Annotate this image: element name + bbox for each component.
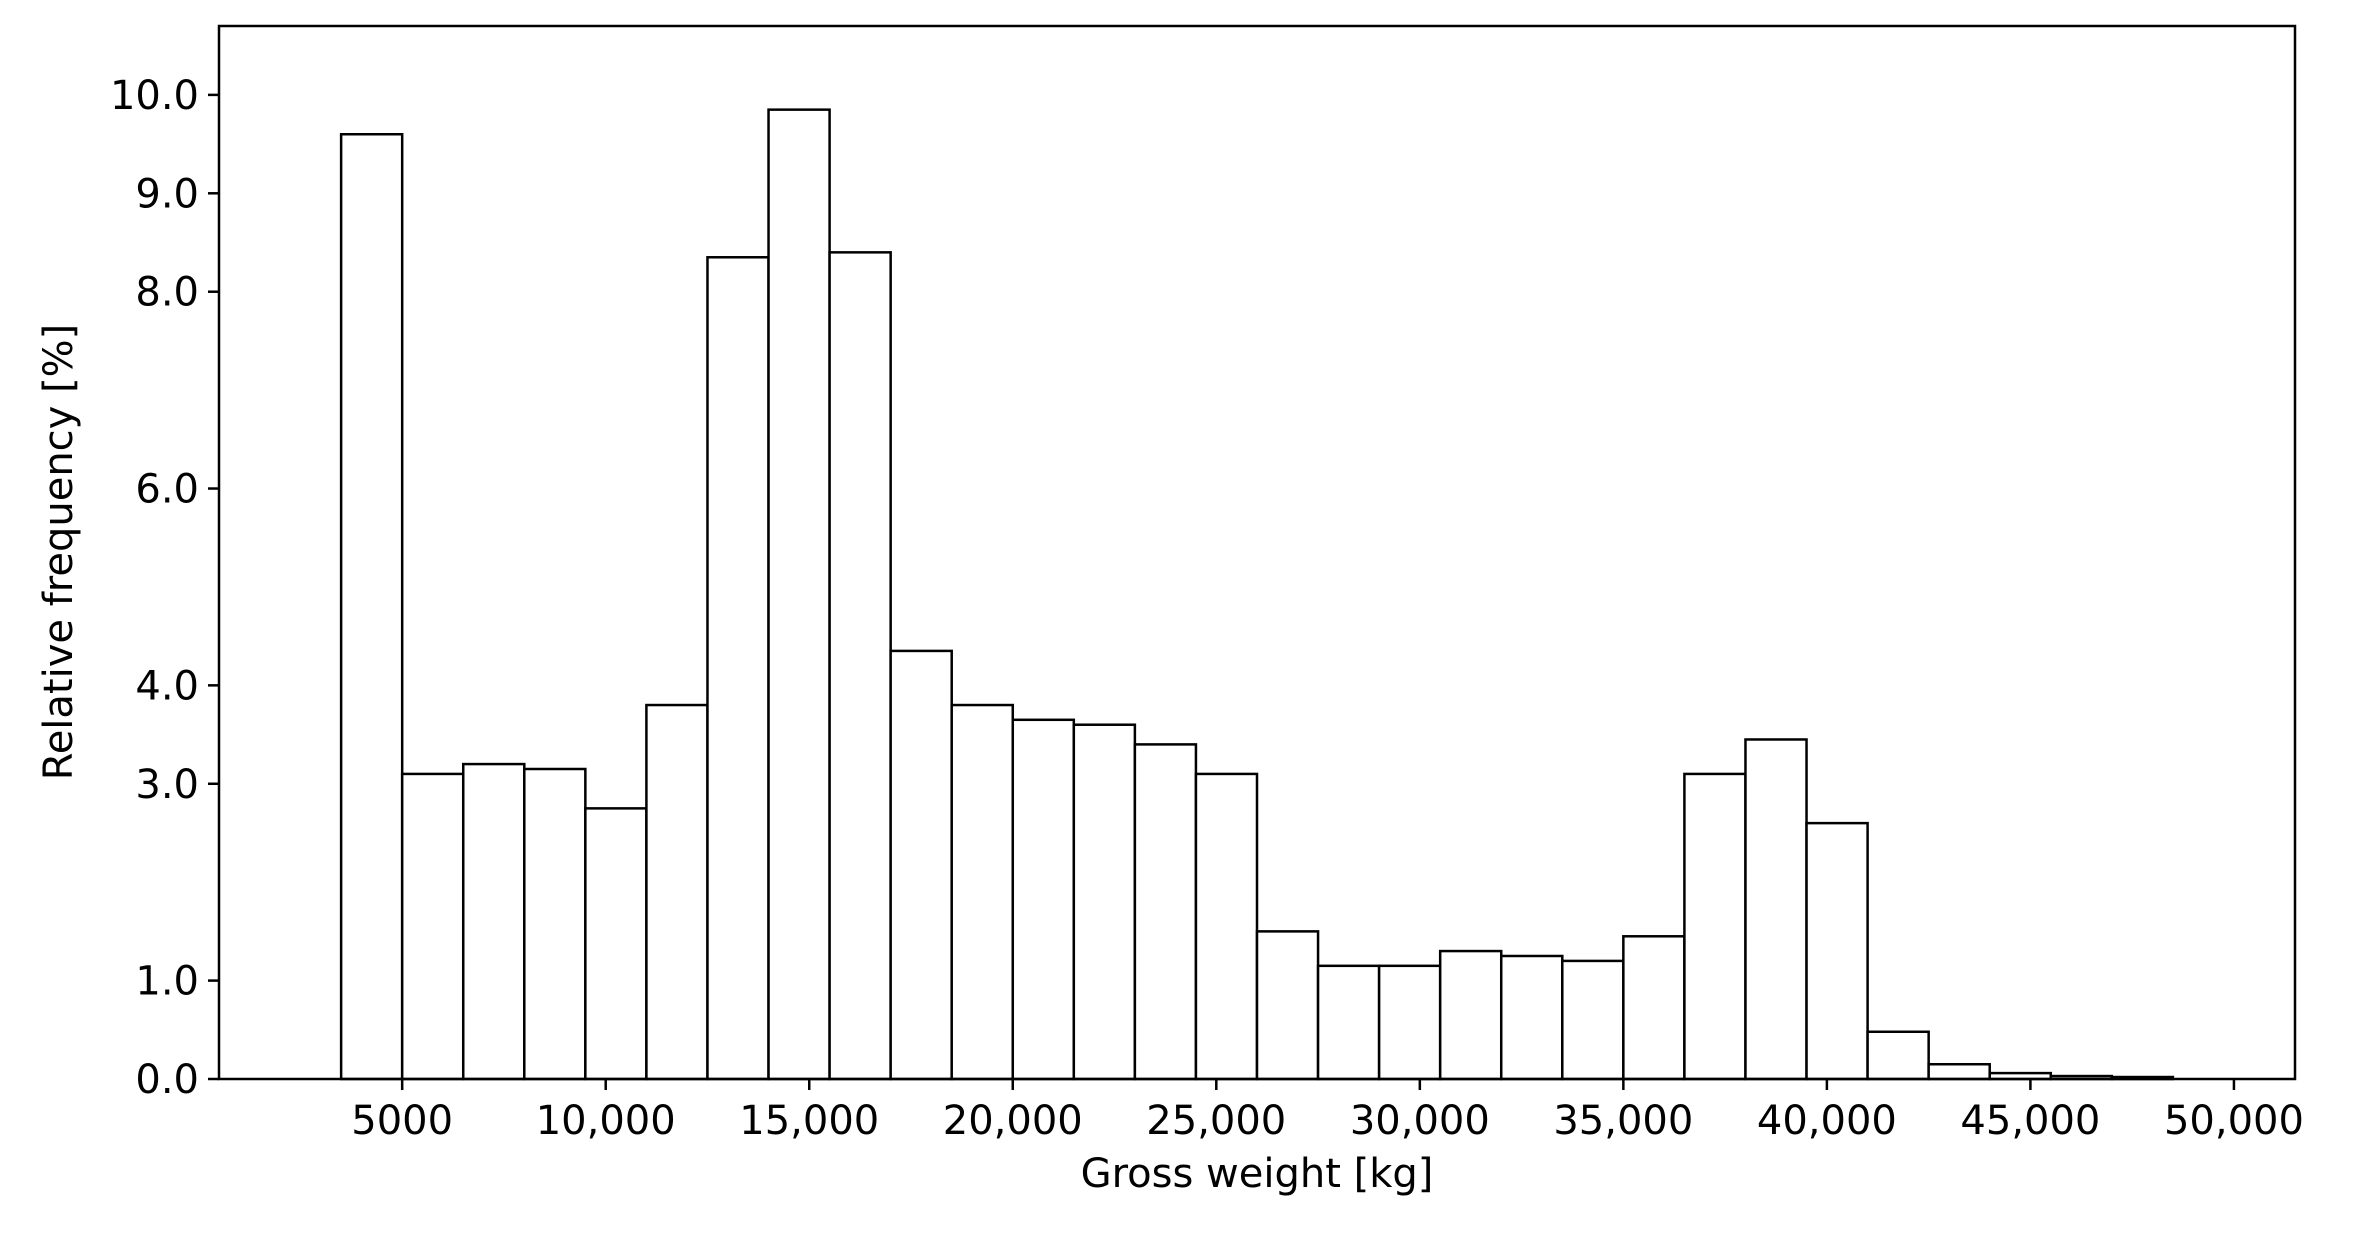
y-axis-label: Relative frequency [%] [36, 324, 82, 781]
histogram-bar [1927, 1062, 1991, 1081]
histogram-bar [706, 256, 770, 1081]
y-tick-label: 9.0 [135, 171, 199, 217]
histogram-bar [889, 649, 953, 1081]
histogram-bar [339, 133, 404, 1081]
x-tick-label: 15,000 [739, 1098, 879, 1144]
histogram-bar [828, 251, 892, 1081]
histogram-bar [1072, 723, 1137, 1081]
histogram-bar [1377, 964, 1442, 1081]
x-tick-label: 35,000 [1553, 1098, 1693, 1144]
x-tick-label: 5000 [351, 1098, 453, 1144]
x-tick-label: 10,000 [536, 1098, 676, 1144]
histogram-bar [584, 807, 648, 1081]
y-tick-label: 1.0 [135, 959, 199, 1005]
bars-group [339, 108, 2175, 1081]
histogram-bar [645, 703, 709, 1081]
x-axis-label: Gross weight [kg] [1081, 1151, 1434, 1197]
histogram-bar [767, 108, 831, 1081]
x-tick-label: 20,000 [943, 1098, 1083, 1144]
histogram-bar [1255, 930, 1320, 1081]
y-tick-label: 4.0 [135, 663, 199, 709]
plot-frame [217, 24, 2297, 1081]
histogram-bar [950, 703, 1015, 1081]
histogram-bar [1866, 1030, 1930, 1081]
y-axis-ticks: 0.0 1.0 3.0 4.0 6.0 8.0 9.0 10.0 [110, 73, 219, 1103]
histogram-bar [1438, 949, 1503, 1081]
histogram-bar [1683, 772, 1747, 1081]
y-tick-label: 8.0 [135, 270, 199, 316]
y-tick-label: 0.0 [135, 1057, 199, 1103]
y-tick-label: 6.0 [135, 467, 199, 513]
histogram-bar [1744, 738, 1808, 1081]
x-tick-label: 25,000 [1146, 1098, 1286, 1144]
histogram-bar [1622, 935, 1686, 1081]
histogram-bar [523, 767, 587, 1081]
y-tick-label: 10.0 [110, 73, 199, 119]
x-tick-label: 30,000 [1350, 1098, 1490, 1144]
histogram-bar [400, 772, 465, 1081]
histogram-bar [461, 762, 526, 1081]
histogram-bar [1499, 954, 1564, 1081]
histogram-bar [1316, 964, 1381, 1081]
histogram-bar [1011, 718, 1076, 1081]
y-tick-label: 3.0 [135, 762, 199, 808]
histogram-bar [1194, 772, 1259, 1081]
x-tick-label: 50,000 [2164, 1098, 2304, 1144]
histogram-bar [1561, 959, 1625, 1081]
x-axis-ticks: 5000 10,000 15,000 20,000 25,000 30,000 35,000… [351, 1079, 2304, 1144]
histogram-bar [1133, 743, 1198, 1081]
x-tick-label: 45,000 [1960, 1098, 2100, 1144]
x-tick-label: 40,000 [1757, 1098, 1897, 1144]
histogram-bar [1805, 821, 1869, 1081]
